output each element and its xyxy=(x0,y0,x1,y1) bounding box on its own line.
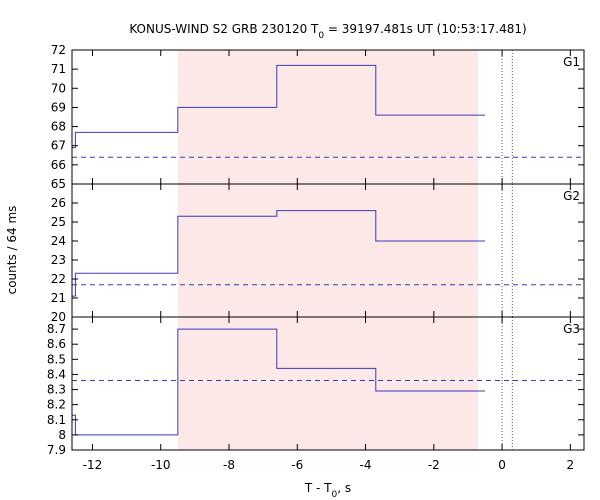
shaded-interval xyxy=(177,317,479,450)
y-tick-label: 8.2 xyxy=(47,398,66,412)
count-rate-step-line xyxy=(72,64,486,149)
y-tick-label: 8 xyxy=(58,428,66,442)
y-tick-label: 8.6 xyxy=(47,337,66,351)
x-tick-label: -8 xyxy=(223,458,235,472)
x-tick-label: -12 xyxy=(83,458,103,472)
panel-g1: 65 66 67 68 69 70 71 72 G1 xyxy=(51,43,585,191)
y-tick-label: 70 xyxy=(51,81,66,95)
x-tick-label: 0 xyxy=(498,458,506,472)
y-tick-label: 65 xyxy=(51,177,66,191)
panel-label: G1 xyxy=(563,55,580,69)
count-rate-step-line xyxy=(72,210,486,297)
shaded-interval xyxy=(177,50,479,184)
y-tick-label: 8.1 xyxy=(47,413,66,427)
y-tick-label: 23 xyxy=(51,253,66,267)
y-tick-label: 20 xyxy=(51,310,66,324)
y-tick-label: 24 xyxy=(51,234,66,248)
y-axis-label: counts / 64 ms xyxy=(5,206,19,295)
panel-label: G3 xyxy=(563,322,580,336)
y-tick-label: 8.3 xyxy=(47,383,66,397)
y-tick-label: 8.5 xyxy=(47,352,66,366)
chart-title: KONUS-WIND S2 GRB 230120 T0 = 39197.481s… xyxy=(129,22,526,41)
panel-g3: 7.988.18.28.3 8.48.58.68.7 G3 xyxy=(47,316,585,457)
x-axis-label: T - T0, s xyxy=(304,481,351,500)
y-tick-label: 26 xyxy=(51,196,66,210)
x-tick-label: 2 xyxy=(567,458,575,472)
y-tick-label: 67 xyxy=(51,139,66,153)
y-tick-label: 72 xyxy=(51,43,66,57)
x-tick-label: -6 xyxy=(291,458,303,472)
panel-g2: 20 21 22 23 24 25 26 G2 xyxy=(51,183,585,324)
x-axis-ticks: -12 -10 -8 -6 -4 -2 0 2 xyxy=(83,458,574,472)
panel-label: G2 xyxy=(563,189,580,203)
y-tick-label: 71 xyxy=(51,62,66,76)
y-tick-label: 8.4 xyxy=(47,367,66,381)
y-tick-label: 7.9 xyxy=(47,443,66,457)
shaded-interval xyxy=(177,184,479,317)
y-tick-label: 66 xyxy=(51,158,66,172)
x-tick-label: -10 xyxy=(151,458,171,472)
y-tick-label: 69 xyxy=(51,100,66,114)
x-tick-label: -4 xyxy=(360,458,372,472)
y-tick-label: 25 xyxy=(51,215,66,229)
y-tick-label: 22 xyxy=(51,272,66,286)
y-tick-label: 21 xyxy=(51,291,66,305)
y-tick-label: 8.7 xyxy=(47,322,66,336)
panel-frame xyxy=(71,316,585,451)
y-tick-label: 68 xyxy=(51,120,66,134)
x-tick-label: -2 xyxy=(428,458,440,472)
count-rate-step-line xyxy=(72,328,486,436)
